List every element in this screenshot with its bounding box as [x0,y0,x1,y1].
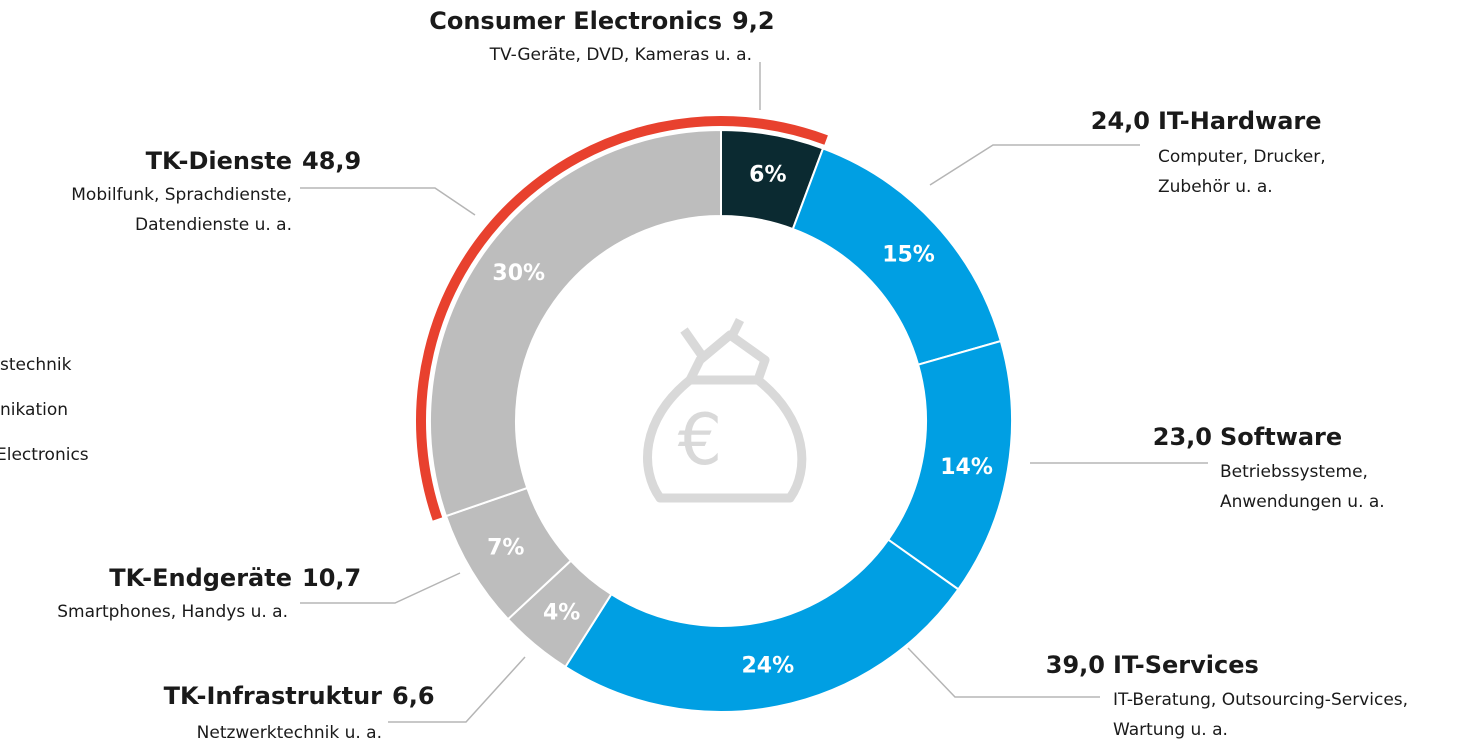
share-label: 14% [940,455,993,480]
value-label: 23,0 [1153,423,1212,451]
category-description: Datendienste u. a. [135,215,292,235]
value-label: 48,9 [302,147,361,175]
category-description: Computer, Drucker, [1158,147,1326,167]
category-description: Mobilfunk, Sprachdienste, [71,185,292,205]
donut-segment [429,128,722,518]
leader-line [929,144,1140,186]
leader-line [388,656,526,723]
value-label: 10,7 [302,564,361,592]
share-label: 7% [487,535,524,560]
leader-line [907,647,1100,698]
legend-label: stechnik [0,355,72,375]
category-description: Wartung u. a. [1113,720,1228,740]
value-label: 24,0 [1091,107,1150,135]
category-description: Netzwerktechnik u. a. [197,723,382,743]
share-label: 4% [543,601,580,626]
category-description: Anwendungen u. a. [1220,492,1385,512]
leader-line [300,572,461,604]
category-description: Betriebssysteme, [1220,462,1368,482]
category-label: Consumer Electronics [429,7,722,35]
value-label: 6,6 [392,682,435,710]
category-label: IT-Hardware [1158,107,1322,135]
category-label: TK-Dienste [146,147,292,175]
legend-label: Electronics [0,445,89,465]
category-label: TK-Endgeräte [109,564,292,592]
category-label: IT-Services [1113,651,1259,679]
share-label: 30% [492,261,545,286]
category-description: Smartphones, Handys u. a. [57,602,288,622]
share-label: 24% [742,654,795,679]
value-label: 9,2 [732,7,775,35]
category-description: IT-Beratung, Outsourcing-Services, [1113,690,1408,710]
category-description: Zubehör u. a. [1158,177,1273,197]
category-label: TK-Infrastruktur [164,682,383,710]
share-label: 15% [882,243,935,268]
category-label: Software [1220,423,1342,451]
category-description: TV-Geräte, DVD, Kameras u. a. [489,45,752,65]
money-bag-icon [643,317,807,503]
donut-segment [563,538,960,713]
value-label: 39,0 [1046,651,1105,679]
euro-sign: € [678,399,723,481]
share-label: 6% [749,162,786,187]
legend-label: nikation [0,400,68,420]
highlight-arc [416,116,828,521]
leader-line [300,187,476,216]
